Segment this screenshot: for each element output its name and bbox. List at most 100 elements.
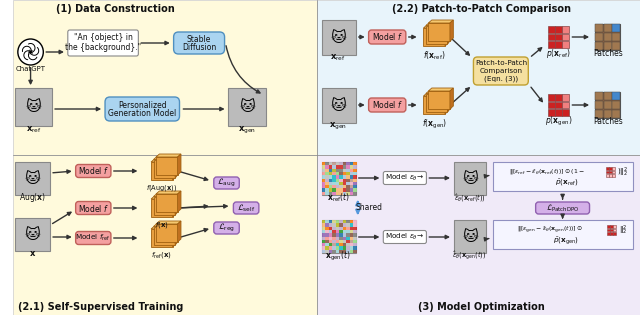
Text: $\hat{\epsilon}_\theta(\mathbf{x}_\mathrm{ref}(t))$: $\hat{\epsilon}_\theta(\mathbf{x}_\mathr… bbox=[454, 192, 486, 204]
FancyBboxPatch shape bbox=[613, 225, 616, 228]
FancyBboxPatch shape bbox=[595, 24, 603, 32]
Polygon shape bbox=[447, 90, 451, 112]
FancyBboxPatch shape bbox=[612, 42, 620, 49]
FancyBboxPatch shape bbox=[214, 222, 239, 234]
FancyBboxPatch shape bbox=[317, 0, 640, 155]
FancyBboxPatch shape bbox=[15, 162, 50, 195]
FancyBboxPatch shape bbox=[606, 170, 609, 173]
FancyBboxPatch shape bbox=[604, 110, 612, 117]
Text: $f_\mathrm{ref}(\mathbf{x})$: $f_\mathrm{ref}(\mathbf{x})$ bbox=[152, 250, 172, 260]
FancyBboxPatch shape bbox=[595, 110, 603, 117]
FancyBboxPatch shape bbox=[610, 232, 613, 235]
Text: (Eqn. (3)): (Eqn. (3)) bbox=[484, 76, 518, 82]
FancyBboxPatch shape bbox=[606, 174, 609, 177]
FancyBboxPatch shape bbox=[13, 0, 317, 155]
FancyBboxPatch shape bbox=[612, 170, 615, 173]
Polygon shape bbox=[173, 226, 176, 247]
Polygon shape bbox=[426, 26, 447, 43]
FancyBboxPatch shape bbox=[556, 26, 562, 33]
Text: Patch-to-Patch: Patch-to-Patch bbox=[475, 60, 527, 66]
FancyBboxPatch shape bbox=[563, 26, 569, 33]
FancyBboxPatch shape bbox=[556, 94, 562, 101]
FancyBboxPatch shape bbox=[612, 110, 620, 117]
Text: $\mathbf{x}_\mathrm{gen}$: $\mathbf{x}_\mathrm{gen}$ bbox=[329, 120, 348, 132]
Text: 🐱: 🐱 bbox=[239, 100, 255, 114]
Polygon shape bbox=[177, 191, 181, 212]
Polygon shape bbox=[151, 159, 176, 162]
Polygon shape bbox=[177, 154, 181, 175]
Text: 🐱: 🐱 bbox=[331, 30, 347, 45]
Text: Patches: Patches bbox=[593, 49, 623, 58]
Text: $\mathcal{L}_\mathrm{PatchDPO}$: $\mathcal{L}_\mathrm{PatchDPO}$ bbox=[546, 202, 579, 214]
FancyBboxPatch shape bbox=[613, 232, 616, 235]
FancyBboxPatch shape bbox=[595, 42, 603, 49]
FancyBboxPatch shape bbox=[563, 41, 569, 48]
FancyBboxPatch shape bbox=[493, 220, 633, 249]
FancyBboxPatch shape bbox=[321, 220, 356, 253]
Text: Model $f$: Model $f$ bbox=[78, 165, 109, 176]
Polygon shape bbox=[173, 196, 176, 217]
Text: $\hat{\epsilon}_\theta(\mathbf{x}_\mathrm{gen}(t))$: $\hat{\epsilon}_\theta(\mathbf{x}_\mathr… bbox=[452, 249, 486, 262]
FancyBboxPatch shape bbox=[612, 33, 620, 41]
Text: 🐱: 🐱 bbox=[26, 100, 42, 114]
FancyBboxPatch shape bbox=[610, 229, 613, 231]
FancyBboxPatch shape bbox=[604, 42, 612, 49]
FancyBboxPatch shape bbox=[454, 220, 486, 253]
FancyBboxPatch shape bbox=[15, 218, 50, 251]
FancyBboxPatch shape bbox=[612, 174, 615, 177]
FancyBboxPatch shape bbox=[606, 167, 609, 170]
Polygon shape bbox=[428, 88, 453, 91]
FancyBboxPatch shape bbox=[556, 33, 562, 40]
FancyBboxPatch shape bbox=[321, 88, 356, 123]
Polygon shape bbox=[156, 224, 177, 242]
Polygon shape bbox=[151, 229, 173, 247]
Text: $\bar{p}(\mathbf{x}_\mathrm{gen})$: $\bar{p}(\mathbf{x}_\mathrm{gen})$ bbox=[554, 235, 580, 247]
Polygon shape bbox=[151, 199, 173, 217]
FancyBboxPatch shape bbox=[595, 24, 620, 50]
FancyBboxPatch shape bbox=[548, 94, 555, 101]
FancyBboxPatch shape bbox=[173, 32, 225, 54]
FancyBboxPatch shape bbox=[548, 33, 555, 40]
Polygon shape bbox=[426, 94, 447, 112]
Polygon shape bbox=[173, 159, 176, 180]
Text: $\mathcal{L}_\mathrm{reg}$: $\mathcal{L}_\mathrm{reg}$ bbox=[218, 222, 235, 234]
Text: Generation Model: Generation Model bbox=[108, 110, 177, 118]
FancyBboxPatch shape bbox=[607, 232, 610, 235]
FancyBboxPatch shape bbox=[556, 109, 562, 116]
Text: $\mathbf{x}_\mathrm{gen}$: $\mathbf{x}_\mathrm{gen}$ bbox=[238, 124, 256, 135]
FancyBboxPatch shape bbox=[604, 24, 612, 32]
FancyBboxPatch shape bbox=[369, 30, 406, 44]
Polygon shape bbox=[428, 91, 450, 109]
Text: $p(\mathbf{x}_\mathrm{gen})$: $p(\mathbf{x}_\mathrm{gen})$ bbox=[545, 114, 572, 128]
FancyBboxPatch shape bbox=[612, 101, 620, 109]
Polygon shape bbox=[154, 157, 179, 159]
FancyBboxPatch shape bbox=[234, 202, 259, 214]
FancyBboxPatch shape bbox=[68, 30, 138, 56]
FancyBboxPatch shape bbox=[474, 57, 528, 85]
FancyBboxPatch shape bbox=[383, 231, 426, 243]
Text: (2.2) Patch-to-Patch Comparison: (2.2) Patch-to-Patch Comparison bbox=[392, 4, 571, 14]
FancyBboxPatch shape bbox=[607, 229, 610, 231]
FancyBboxPatch shape bbox=[610, 225, 613, 228]
Polygon shape bbox=[424, 28, 445, 46]
FancyBboxPatch shape bbox=[548, 41, 555, 48]
Text: ChatGPT: ChatGPT bbox=[15, 66, 45, 72]
Text: $\bar{p}(\mathbf{x}_\mathrm{ref})$: $\bar{p}(\mathbf{x}_\mathrm{ref})$ bbox=[555, 178, 579, 188]
Text: $\mathbf{x}$: $\mathbf{x}$ bbox=[29, 249, 36, 257]
Polygon shape bbox=[426, 22, 451, 26]
FancyBboxPatch shape bbox=[563, 94, 569, 101]
FancyBboxPatch shape bbox=[604, 101, 612, 109]
Text: 🐱: 🐱 bbox=[24, 227, 40, 242]
Text: 🐱: 🐱 bbox=[462, 171, 478, 186]
Text: $\mathcal{L}_\mathrm{aug}$: $\mathcal{L}_\mathrm{aug}$ bbox=[218, 177, 236, 189]
Polygon shape bbox=[154, 224, 179, 226]
Text: Diffusion: Diffusion bbox=[182, 43, 216, 53]
Text: Patches: Patches bbox=[593, 117, 623, 125]
FancyBboxPatch shape bbox=[536, 202, 589, 214]
FancyBboxPatch shape bbox=[563, 33, 569, 40]
Polygon shape bbox=[156, 221, 181, 224]
Polygon shape bbox=[154, 226, 175, 244]
Text: $f(\mathbf{x}_\mathrm{ref})$: $f(\mathbf{x}_\mathrm{ref})$ bbox=[423, 50, 445, 62]
Polygon shape bbox=[426, 90, 451, 94]
Polygon shape bbox=[428, 23, 450, 41]
